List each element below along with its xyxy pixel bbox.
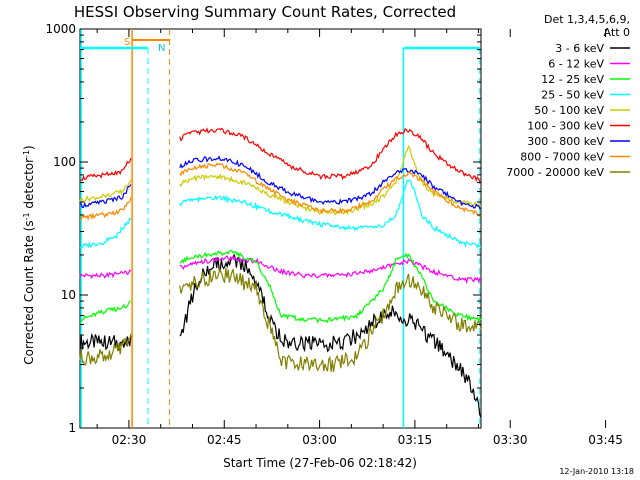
series-line-8-0 [79,333,132,366]
x-tick-label-4: 03:30 [493,433,528,447]
x-tick-label-3: 03:15 [398,433,433,447]
legend-label-1: 6 - 12 keV [548,58,604,71]
x-tick-label-0: 02:30 [112,433,147,447]
series-line-0-1 [179,253,482,418]
series-line-6-0 [79,184,132,209]
x-tick-label-2: 03:00 [302,433,337,447]
legend-header-1: Det 1,3,4,5,6,9, [544,13,630,26]
legend-label-7: 800 - 7000 keV [520,151,604,164]
x-tick-label-1: 02:45 [207,433,242,447]
chart-title: HESSI Observing Summary Count Rates, Cor… [74,3,456,21]
y-tick-label-3: 1000 [45,22,76,36]
y-axis: 1 10 100 1000 [45,22,481,435]
plot-area [79,28,482,429]
legend-label-6: 300 - 800 keV [527,135,604,148]
y-tick-label-1: 10 [61,288,76,302]
plot-frame [79,28,482,429]
series-line-5-0 [79,158,132,182]
legend-label-0: 3 - 6 keV [555,42,604,55]
legend-label-3: 25 - 50 keV [541,89,604,102]
series-line-5-1 [179,127,482,183]
series-line-4-1 [179,144,482,216]
series-line-8-1 [179,266,482,373]
series-line-4-0 [79,179,132,203]
legend-label-2: 12 - 25 keV [541,73,604,86]
series-line-0-0 [79,332,132,351]
legend-label-8: 7000 - 20000 keV [506,166,604,179]
legend-label-5: 100 - 300 keV [527,120,604,133]
series-line-3-1 [179,179,482,249]
x-axis: 02:30 02:45 03:00 03:15 03:30 03:45 [96,29,623,447]
series-line-2-0 [79,300,131,323]
series-line-2-1 [179,249,482,324]
y-tick-label-0: 1 [68,421,76,435]
series-line-3-0 [79,216,132,249]
y-axis-label: Corrected Count Rate (s-1 detector-1) [22,145,37,364]
series-line-7-0 [80,197,132,221]
night-marker-label: N [158,43,165,54]
y-tick-label-2: 100 [53,155,76,169]
series-line-7-1 [179,162,482,218]
series-line-1-1 [179,255,482,285]
series-line-6-1 [179,155,482,210]
legend: Det 1,3,4,5,6,9, Att 0 3 - 6 keV 6 - 12 k… [506,13,630,179]
series-line-1-0 [79,269,132,280]
legend-header-2: Att 0 [604,26,630,39]
legend-label-4: 50 - 100 keV [534,104,604,117]
x-tick-label-5: 03:45 [588,433,623,447]
attenuator-marks: S N [124,37,165,54]
footer-date: 12-Jan-2010 13:18 [559,467,634,476]
saa-marker-label: S [124,37,130,48]
x-axis-label: Start Time (27-Feb-06 02:18:42) [223,456,417,470]
